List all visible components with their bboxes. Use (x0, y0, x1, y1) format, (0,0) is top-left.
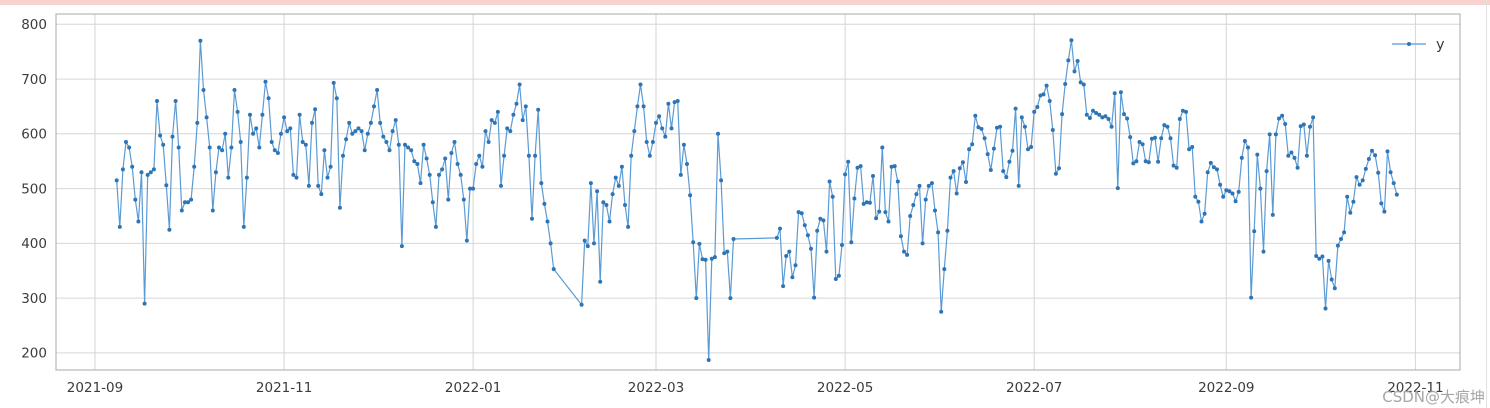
legend: y (1392, 37, 1445, 53)
svg-text:800: 800 (21, 17, 47, 33)
x-tick-labels: 2021-09 2021-11 2022-01 2022-03 2022-05 2022-… (67, 380, 1444, 396)
series-markers-y (114, 38, 1399, 362)
y-tick-labels: 200 300 400 500 600 700 800 (21, 17, 47, 362)
svg-text:700: 700 (21, 72, 47, 88)
grid-lines (56, 14, 1460, 370)
svg-text:2022-03: 2022-03 (628, 380, 684, 396)
svg-text:2022-09: 2022-09 (1198, 380, 1254, 396)
svg-text:500: 500 (21, 181, 47, 197)
svg-text:200: 200 (21, 346, 47, 362)
svg-text:400: 400 (21, 236, 47, 252)
svg-text:300: 300 (21, 291, 47, 307)
legend-marker-sample (1407, 42, 1411, 46)
svg-text:2022-05: 2022-05 (817, 380, 873, 396)
legend-label: y (1436, 37, 1445, 53)
svg-text:2022-11: 2022-11 (1387, 380, 1443, 396)
svg-text:2021-09: 2021-09 (67, 380, 123, 396)
svg-text:2022-01: 2022-01 (445, 380, 501, 396)
svg-text:600: 600 (21, 127, 47, 143)
axes-border (55, 13, 1461, 371)
page-right-border (1486, 0, 1487, 408)
svg-text:2022-07: 2022-07 (1006, 380, 1062, 396)
watermark: CSDN@大痕坤 (1382, 388, 1485, 406)
top-page-strip (0, 0, 1490, 5)
svg-text:2021-11: 2021-11 (256, 380, 312, 396)
